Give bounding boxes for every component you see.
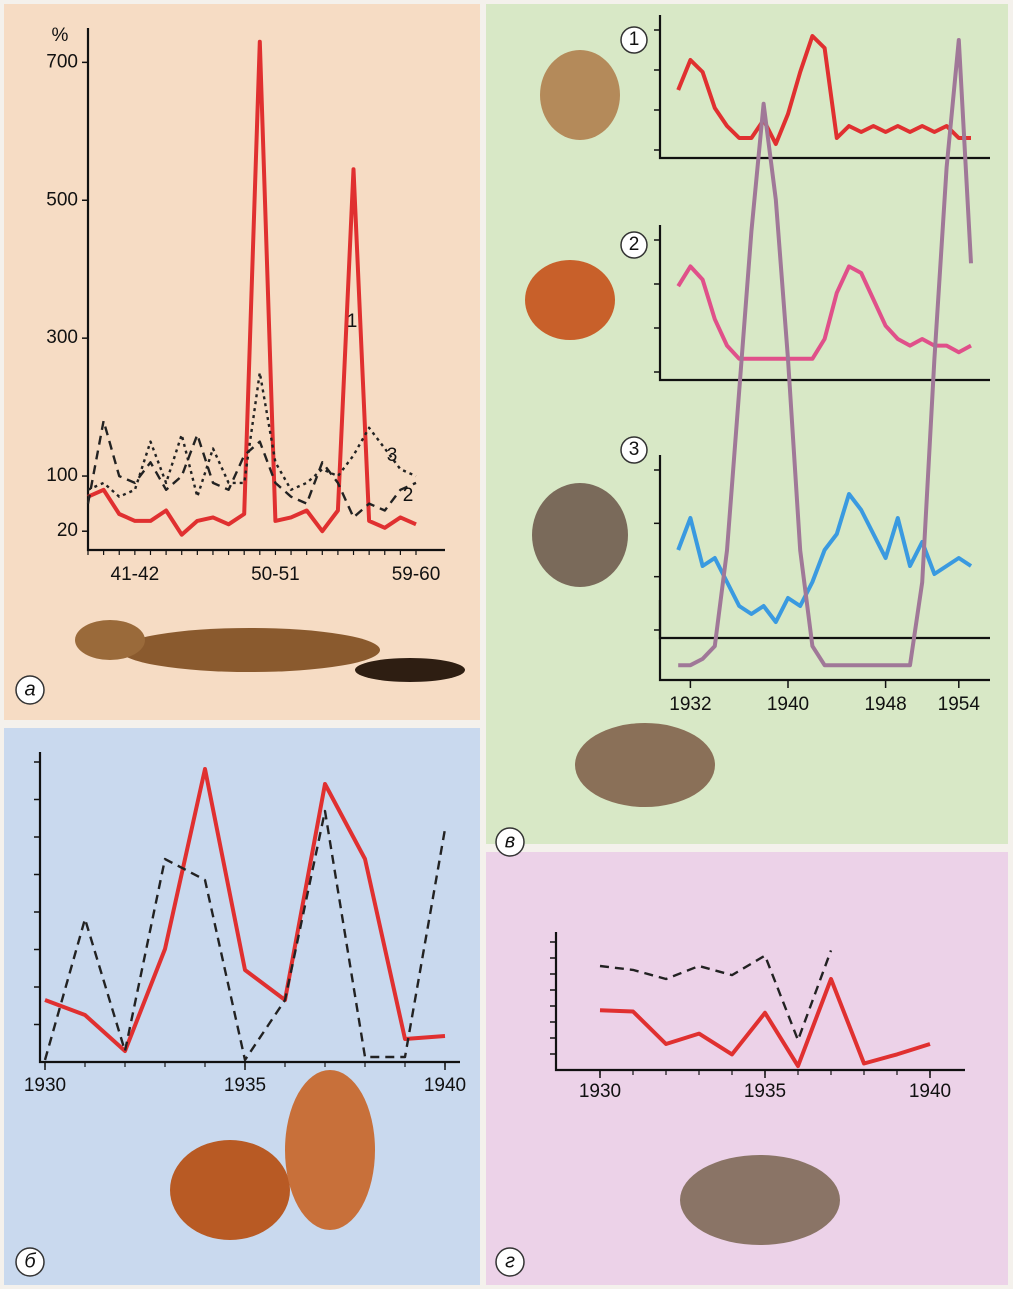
series-line: [676, 34, 971, 146]
axis-line: [658, 600, 990, 682]
x-tick-label: 1935: [224, 1075, 266, 1096]
x-tick-label: 41-42: [111, 564, 160, 585]
series-label: 2: [403, 485, 414, 506]
y-axis-label: %: [52, 25, 69, 46]
x-tick-label: 59-60: [392, 564, 441, 585]
series-line: [44, 767, 446, 1053]
panel-letter-circle: [495, 827, 525, 857]
x-tick-label: 1940: [909, 1081, 951, 1102]
panel-letter-circle: [15, 675, 45, 705]
x-tick-label: 1940: [424, 1075, 466, 1096]
y-tick-label: 300: [46, 327, 78, 348]
series-label: 3: [387, 445, 398, 466]
series-number-circle: [620, 231, 648, 259]
y-tick-label: 100: [46, 465, 78, 486]
panel-a-bg: [4, 4, 480, 720]
panel-letter: г: [505, 1250, 515, 1272]
panel-letter: в: [505, 830, 515, 852]
x-tick-label: 1940: [767, 694, 809, 715]
panel-v-bg: [486, 4, 1008, 844]
panel-letter-circle: [15, 1247, 45, 1277]
series-line: [87, 39, 417, 537]
animal-illustration: [75, 50, 840, 1245]
panel-letter-circle: [495, 1247, 525, 1277]
series-label: 1: [347, 311, 358, 332]
series-label: 1: [629, 29, 640, 50]
x-tick-label: 1935: [744, 1081, 786, 1102]
series-line: [599, 949, 833, 1042]
axis-line: [658, 15, 990, 160]
series-label: 2: [629, 234, 640, 255]
series-line: [599, 977, 931, 1069]
panel-letter: а: [24, 678, 35, 700]
series-line: [676, 492, 973, 624]
panel-letter: б: [24, 1250, 36, 1272]
series-number-circle: [620, 436, 648, 464]
y-tick-label: 20: [57, 520, 78, 541]
series-label: 3: [629, 439, 640, 460]
x-tick-label: 50-51: [251, 564, 300, 585]
series-line: [676, 264, 972, 361]
series-line: [86, 419, 417, 519]
axis-line: [38, 752, 460, 1064]
x-tick-label: 1930: [24, 1075, 66, 1096]
x-tick-label: 1932: [669, 694, 711, 715]
series-number-circle: [620, 26, 648, 54]
x-tick-label: 1930: [579, 1081, 621, 1102]
series-line: [43, 809, 447, 1062]
x-tick-label: 1954: [938, 694, 981, 715]
axis-line: [554, 932, 965, 1072]
axis-line: [658, 225, 990, 382]
y-tick-label: 500: [46, 189, 78, 210]
y-tick-label: 700: [46, 51, 78, 72]
x-tick-label: 1948: [864, 694, 906, 715]
series-line: [678, 38, 973, 668]
